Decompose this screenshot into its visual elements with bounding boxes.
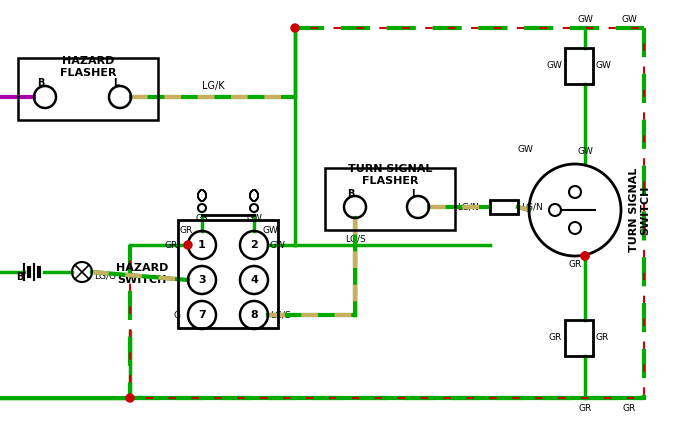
Circle shape — [581, 252, 589, 260]
Bar — [178, 220, 278, 328]
Circle shape — [581, 252, 589, 260]
Text: LG/K: LG/K — [201, 81, 224, 91]
Text: L: L — [113, 78, 119, 88]
Text: B: B — [37, 78, 45, 88]
Text: GR: GR — [596, 333, 610, 342]
Text: TURN SIGNAL
FLASHER: TURN SIGNAL FLASHER — [348, 164, 432, 186]
Text: LG/S: LG/S — [270, 311, 291, 320]
Bar — [490, 200, 518, 214]
Text: GW: GW — [517, 145, 533, 154]
Bar — [325, 168, 455, 230]
Text: LG/N: LG/N — [521, 202, 543, 211]
Circle shape — [291, 24, 299, 32]
Text: GW: GW — [270, 240, 286, 249]
Circle shape — [184, 241, 192, 249]
Text: 2: 2 — [250, 240, 258, 250]
Text: GW: GW — [577, 147, 593, 156]
Text: GR: GR — [549, 333, 562, 342]
Text: L: L — [411, 189, 417, 199]
Text: LG/G: LG/G — [94, 271, 116, 281]
Text: GR: GR — [622, 404, 636, 413]
Text: GW: GW — [262, 226, 278, 235]
Text: G: G — [173, 311, 180, 320]
Text: 3: 3 — [198, 275, 206, 285]
Text: 8: 8 — [250, 310, 258, 320]
Text: GW: GW — [621, 15, 637, 24]
Text: 7: 7 — [198, 310, 206, 320]
Bar — [565, 48, 593, 84]
Text: GW: GW — [577, 15, 593, 24]
Text: HAZARD
FLASHER: HAZARD FLASHER — [60, 56, 116, 78]
Text: LG/S: LG/S — [344, 234, 365, 243]
Text: GR: GR — [180, 226, 193, 235]
Bar — [18, 58, 158, 120]
Text: TURN SIGNAL
SWITCH: TURN SIGNAL SWITCH — [629, 168, 651, 252]
Text: HAZARD
SWITCH: HAZARD SWITCH — [116, 263, 168, 285]
Text: 4: 4 — [250, 275, 258, 285]
Text: B: B — [16, 272, 24, 282]
Text: 1: 1 — [198, 240, 206, 250]
Text: B: B — [347, 189, 355, 199]
Text: LG/N: LG/N — [457, 202, 479, 211]
Text: GW: GW — [596, 62, 612, 71]
Text: GR: GR — [195, 214, 209, 223]
Text: GW: GW — [246, 214, 262, 223]
Text: GR: GR — [578, 404, 592, 413]
Text: GW: GW — [546, 62, 562, 71]
Text: GR: GR — [165, 240, 178, 249]
Bar — [565, 320, 593, 356]
Circle shape — [126, 394, 134, 402]
Text: GR: GR — [568, 260, 582, 269]
